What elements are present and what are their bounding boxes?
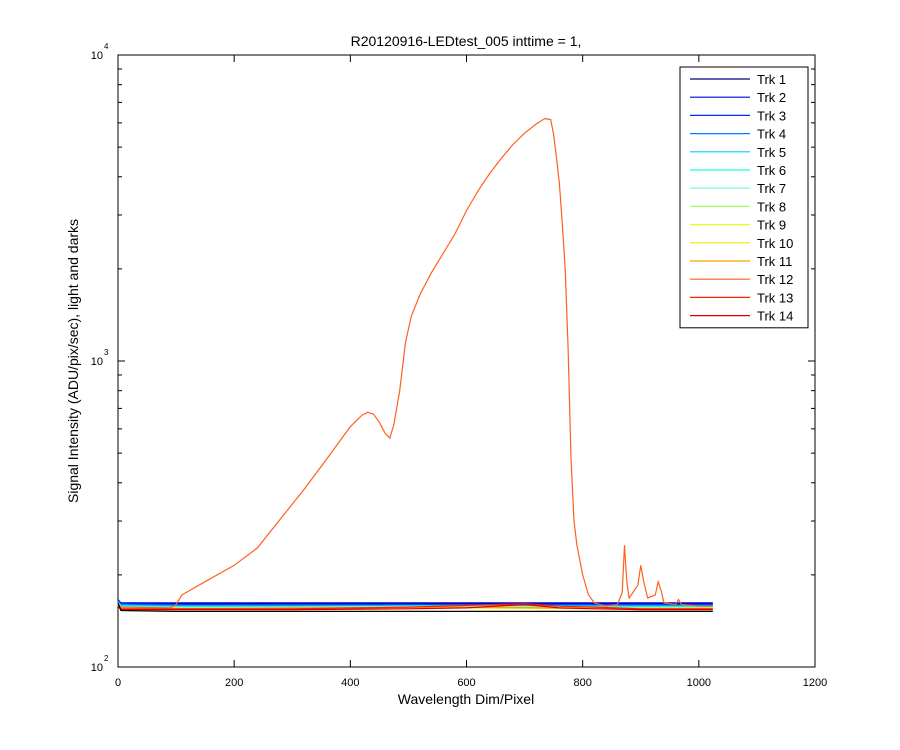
legend-label: Trk 7 [757,181,786,196]
series-layer [117,117,713,612]
series-line-trk-13 [117,603,713,610]
x-tick-label: 400 [341,677,359,689]
x-axis-label: Wavelength Dim/Pixel [398,691,534,707]
x-tick-label: 0 [115,677,121,689]
legend-box [679,66,809,329]
legend-label: Trk 13 [757,290,793,305]
legend-label: Trk 8 [757,199,786,214]
x-tick-label: 1200 [803,677,827,689]
legend-label: Trk 1 [757,72,786,87]
legend-label: Trk 4 [757,127,786,142]
legend-label: Trk 3 [757,108,786,123]
x-tick-label: 800 [573,677,591,689]
y-tick-label: 10 [91,356,103,368]
legend: Trk 1 Trk 2 Trk 3 Trk 4 Trk 5 Trk 6 Trk 7 Trk 8… [679,66,809,329]
legend-label: Trk 9 [757,218,786,233]
series-line-trk-14 [117,603,713,611]
legend-label: Trk 2 [757,90,786,105]
legend-label: Trk 10 [757,236,793,251]
legend-label: Trk 5 [757,145,786,160]
x-tick-label: 200 [225,677,243,689]
legend-label: Trk 11 [757,254,792,269]
series-line-trk-12 [117,117,713,609]
legend-label: Trk 12 [757,272,793,287]
legend-label: Trk 14 [757,309,793,324]
y-tick-exponent: 3 [104,348,109,357]
y-tick-exponent: 2 [104,654,109,663]
chart-title: R20120916-LEDtest_005 inttime = 1, [351,33,582,49]
y-axis-label: Signal Intensity (ADU/pix/sec), light an… [65,219,81,503]
x-tick-label: 600 [457,677,475,689]
x-tick-label: 1000 [687,677,711,689]
y-tick-label: 10 [91,50,103,62]
y-tick-exponent: 4 [104,42,109,51]
y-tick-label: 10 [91,662,103,674]
series-line-unlabeled [117,602,713,612]
legend-label: Trk 6 [757,163,786,178]
